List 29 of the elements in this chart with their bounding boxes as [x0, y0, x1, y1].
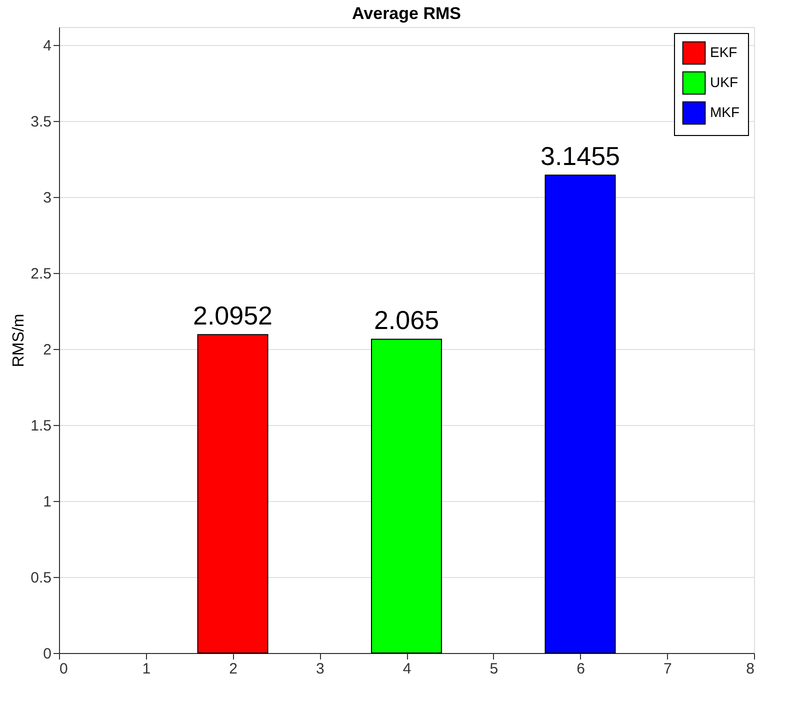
bar [371, 338, 442, 654]
x-tick-label: 8 [746, 660, 754, 678]
y-tick-label: 2.5 [30, 266, 52, 283]
data-label: 3.1455 [540, 141, 620, 172]
legend-label: UKF [710, 74, 738, 90]
legend-label: EKF [710, 44, 738, 60]
y-tick-label: 0.5 [30, 570, 52, 587]
x-tick-label: 0 [60, 660, 68, 678]
x-tick-label: 5 [490, 660, 498, 678]
y-tick-label: 3 [43, 190, 52, 207]
y-tick-label: 0 [43, 646, 52, 662]
y-tick-label: 2 [43, 342, 52, 359]
y-axis-title: RMS/m [10, 314, 28, 368]
bar [197, 334, 268, 654]
data-label: 2.065 [374, 305, 440, 336]
x-tick-label: 4 [402, 660, 412, 678]
data-label: 2.0952 [192, 300, 273, 331]
x-tick-label: 7 [663, 660, 672, 678]
x-tick-label: 1 [142, 660, 151, 678]
y-tick-label: 1.5 [30, 418, 52, 435]
y-tick-label: 1 [43, 494, 52, 511]
x-tick-label: 6 [576, 660, 585, 678]
x-tick-label: 3 [316, 660, 324, 678]
bar [544, 174, 616, 654]
y-tick-label: 4 [43, 38, 52, 55]
chart-title: Average RMS [352, 4, 461, 23]
x-tick-label: 2 [229, 660, 238, 678]
y-tick-label: 3.5 [30, 114, 52, 131]
legend-label: MKF [710, 104, 740, 120]
